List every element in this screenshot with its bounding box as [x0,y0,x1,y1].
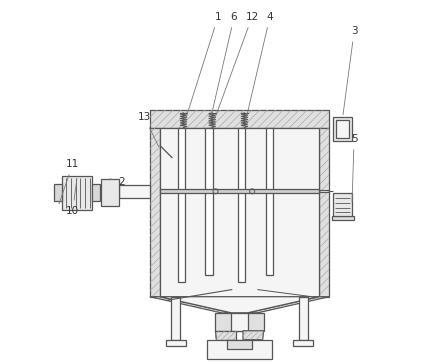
Polygon shape [227,340,252,349]
Polygon shape [215,331,236,340]
Text: 13: 13 [138,112,159,147]
Polygon shape [293,340,313,346]
Polygon shape [215,313,264,331]
Polygon shape [215,331,236,340]
Polygon shape [119,185,150,198]
Polygon shape [248,297,329,313]
Polygon shape [160,127,319,297]
Text: 3: 3 [343,27,358,115]
Polygon shape [150,297,231,313]
Polygon shape [54,185,62,201]
Polygon shape [171,297,180,340]
Polygon shape [299,297,307,340]
Polygon shape [207,340,272,359]
Polygon shape [150,110,329,127]
Polygon shape [243,331,264,340]
Text: 5: 5 [351,134,358,202]
Polygon shape [160,189,319,194]
Polygon shape [166,340,186,346]
Polygon shape [336,120,349,138]
Polygon shape [319,127,329,297]
Text: 11: 11 [59,159,79,204]
Polygon shape [150,110,329,127]
Polygon shape [150,127,160,297]
Polygon shape [93,185,101,201]
Text: 2: 2 [110,177,124,187]
Text: 10: 10 [66,179,79,216]
Text: 1: 1 [184,12,221,123]
Text: 4: 4 [245,12,273,123]
Polygon shape [150,297,231,313]
Text: 6: 6 [210,12,237,123]
Polygon shape [319,127,329,297]
Polygon shape [160,297,319,313]
Polygon shape [333,193,352,216]
Polygon shape [248,297,329,313]
Polygon shape [237,127,245,282]
Polygon shape [231,313,248,331]
Polygon shape [243,331,264,340]
Text: 12: 12 [213,12,259,123]
Polygon shape [150,127,160,297]
Polygon shape [101,179,119,206]
Polygon shape [333,118,352,141]
Polygon shape [206,127,213,275]
Polygon shape [266,127,273,275]
Polygon shape [331,216,354,220]
Polygon shape [178,127,185,282]
Polygon shape [62,176,93,210]
